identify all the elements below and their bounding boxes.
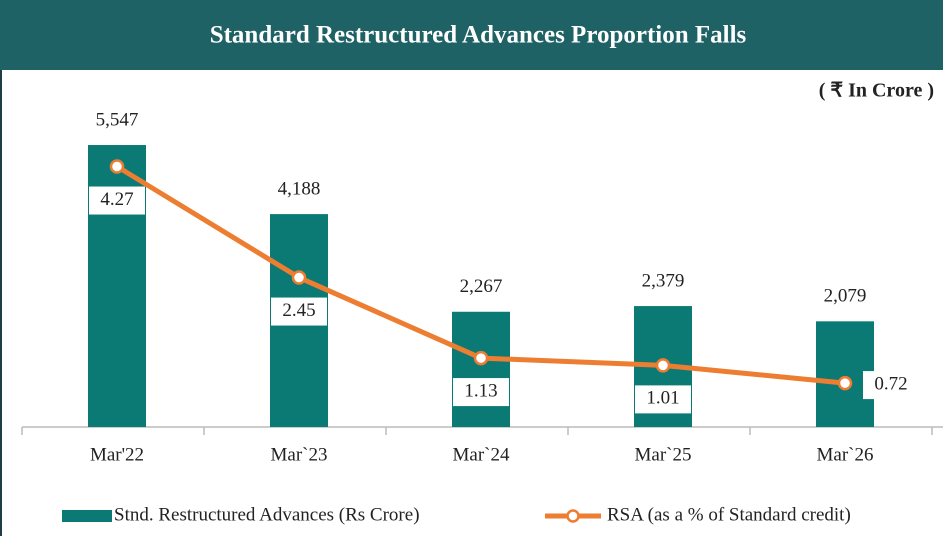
bar-value-label: 2,079 xyxy=(824,286,867,307)
bar-value-label: 2,267 xyxy=(460,276,503,297)
line-point xyxy=(655,358,671,373)
line-value-label: 0.72 xyxy=(874,373,907,394)
x-tick-label: Mar`23 xyxy=(271,444,328,465)
line-point xyxy=(291,270,307,285)
line-value-label: 2.45 xyxy=(282,300,315,321)
legend-label: Stnd. Restructured Advances (Rs Crore) xyxy=(114,504,420,525)
line-label-bg xyxy=(271,297,327,326)
line-label-bg xyxy=(635,385,691,414)
x-tick-label: Mar`24 xyxy=(453,444,510,465)
unit-label: ( ₹ In Crore ) xyxy=(819,80,934,102)
x-tick-label: Mar`25 xyxy=(635,444,692,465)
line-value-label: 1.13 xyxy=(464,380,497,401)
line-point xyxy=(109,159,125,174)
left-border xyxy=(0,70,2,536)
x-tick-label: Mar`26 xyxy=(817,444,874,465)
chart-title: Standard Restructured Advances Proportio… xyxy=(210,22,747,49)
line-label-bg xyxy=(863,371,919,400)
bar-value-label: 5,547 xyxy=(96,109,139,130)
legend-label: RSA (as a % of Standard credit) xyxy=(607,504,851,525)
bar xyxy=(452,311,510,427)
bar-value-label: 4,188 xyxy=(278,178,321,199)
line-value-label: 4.27 xyxy=(100,189,133,210)
legend-marker xyxy=(566,509,580,523)
line-value-label: 1.01 xyxy=(646,388,679,409)
line-label-bg xyxy=(453,378,509,407)
line-label-bg xyxy=(89,186,145,215)
legend-swatch xyxy=(62,510,112,522)
bar-value-label: 2,379 xyxy=(642,270,685,291)
line-point xyxy=(837,375,853,391)
line-point xyxy=(473,350,489,366)
header-band xyxy=(0,0,943,70)
x-tick-label: Mar'22 xyxy=(90,444,144,465)
